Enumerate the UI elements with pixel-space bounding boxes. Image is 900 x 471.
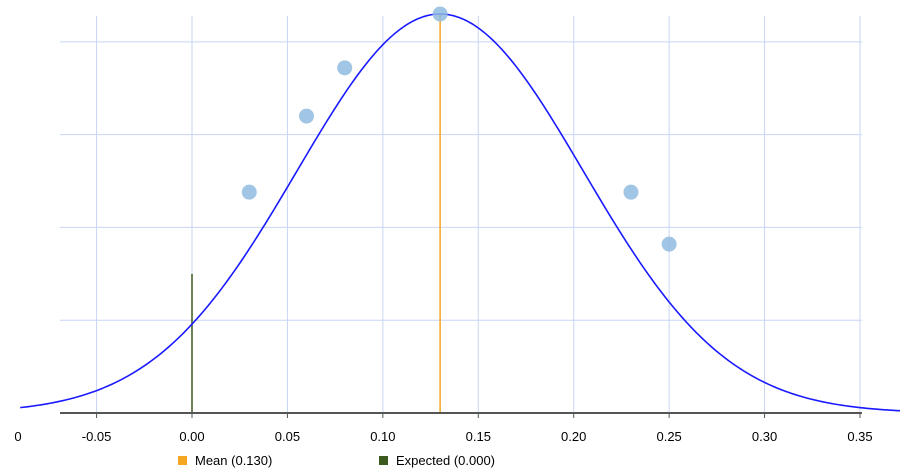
legend: Mean (0.130) Expected (0.000) [0,453,900,471]
legend-item-expected[interactable]: Expected (0.000) [379,453,495,468]
points-layer [241,6,677,252]
x-tick-label: 0.00 [179,429,204,444]
legend-swatch-mean [178,456,187,465]
density-curve [20,13,900,412]
x-tick-label-edge: 0 [14,429,21,444]
data-point [299,108,315,124]
x-axis: -0.05 0.00 0.05 0.10 0.15 0.20 0.25 0.30 0.35 0 [14,412,873,444]
reference-lines-layer [191,14,441,413]
grid-layer [60,16,862,413]
data-point [661,236,677,252]
legend-item-mean[interactable]: Mean (0.130) [178,453,272,468]
legend-label-mean: Mean (0.130) [195,453,273,468]
x-tick-label: 0.30 [752,429,777,444]
x-tick-label: 0.20 [561,429,586,444]
x-tick-label: 0.25 [656,429,681,444]
curve-layer [20,13,900,412]
x-tick-label: -0.05 [82,429,112,444]
legend-label-expected: Expected (0.000) [396,453,496,468]
legend-swatch-expected [379,456,388,465]
data-point [623,184,639,200]
x-tick-label: 0.35 [847,429,872,444]
data-point [241,184,257,200]
data-point [432,6,448,22]
data-point [337,60,353,76]
x-tick-label: 0.15 [466,429,491,444]
x-tick-label: 0.10 [370,429,395,444]
x-tick-label: 0.05 [275,429,300,444]
